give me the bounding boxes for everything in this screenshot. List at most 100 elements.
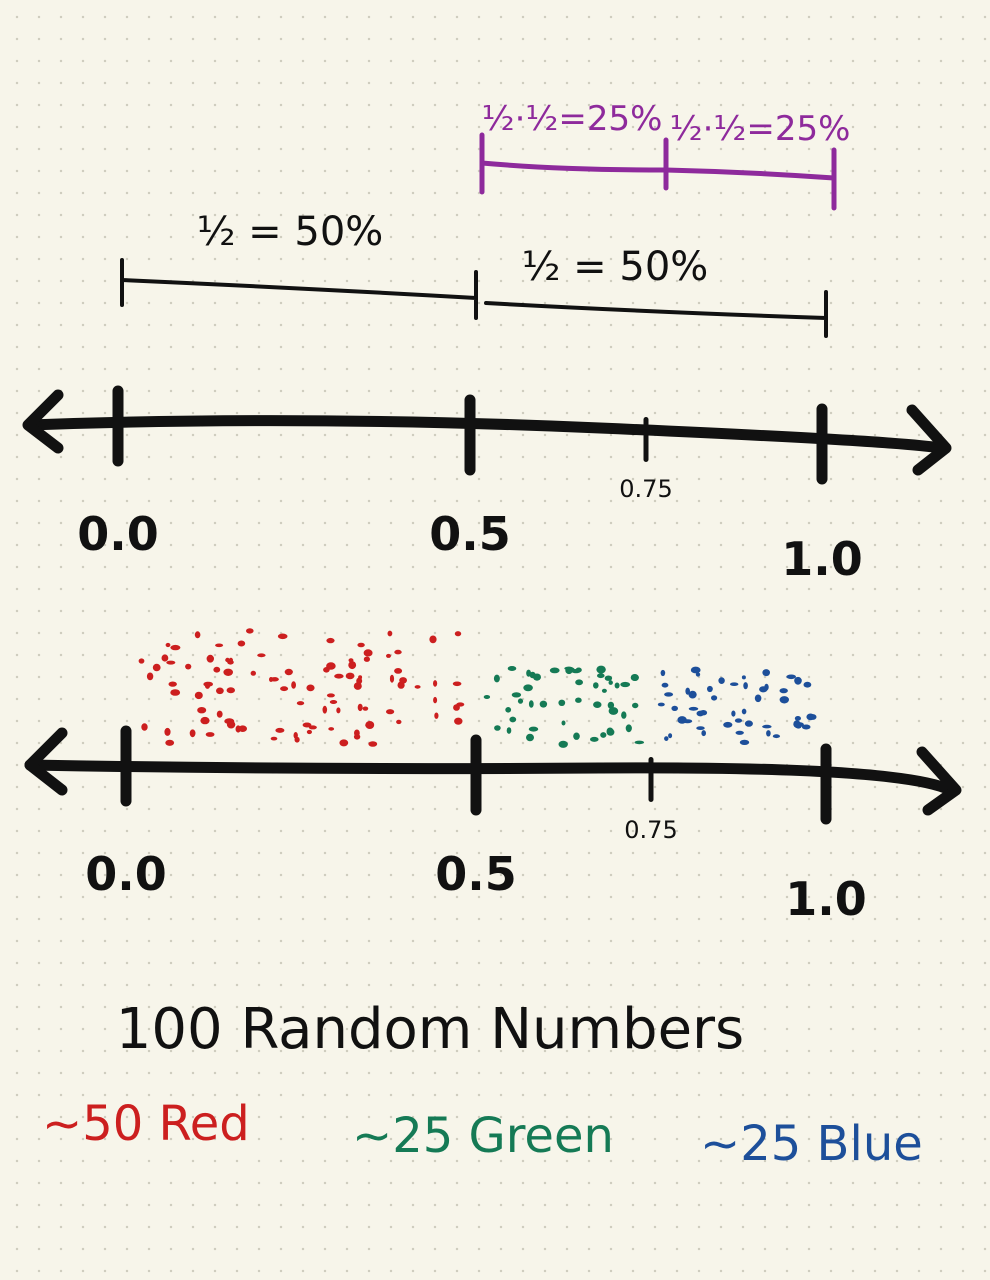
red-dot	[185, 663, 192, 670]
red-dot	[291, 681, 296, 689]
red-dot	[194, 691, 203, 700]
blue-dot	[762, 669, 770, 677]
red-dot	[146, 672, 154, 681]
green-dot	[614, 682, 620, 689]
green-dot	[483, 695, 491, 699]
red-dot	[429, 635, 437, 644]
red-dot	[394, 649, 402, 655]
red-dot	[306, 684, 315, 692]
top-number-line	[22, 389, 952, 476]
purple-brackets	[479, 132, 837, 211]
green-dot	[620, 681, 631, 688]
red-dot	[216, 710, 223, 718]
red-dot	[200, 716, 210, 725]
green-dot	[575, 697, 582, 703]
top-right-arrowhead	[906, 404, 952, 476]
red-dot	[454, 631, 462, 637]
blue-dot	[793, 720, 801, 728]
green-dot	[608, 707, 619, 715]
red-dot	[386, 709, 395, 715]
red-dot	[302, 722, 312, 728]
red-dot	[396, 719, 402, 725]
blue-dot	[688, 690, 697, 699]
black-bracket-left	[120, 258, 478, 320]
red-dot	[238, 725, 247, 732]
red-dot	[164, 727, 171, 736]
green-dot	[608, 680, 613, 685]
red-dot	[348, 661, 357, 670]
red-dot	[386, 653, 391, 658]
blue-dot	[671, 705, 678, 712]
red-dot	[257, 653, 266, 658]
green-dot	[549, 667, 560, 674]
top-tick-label-1: 0.5	[429, 507, 511, 561]
legend-green: ~25 Green	[352, 1108, 614, 1164]
green-dot	[528, 700, 534, 708]
green-dot	[528, 726, 539, 732]
blue-dot	[772, 734, 781, 739]
blue-dot	[801, 724, 811, 730]
red-dot	[387, 630, 393, 637]
green-dot	[568, 667, 575, 673]
blue-dot	[685, 687, 690, 695]
green-dot	[596, 665, 606, 674]
red-dot	[357, 703, 363, 712]
blue-dot	[744, 720, 753, 727]
red-dot	[246, 628, 254, 634]
green-dot	[630, 674, 639, 681]
green-dot	[526, 669, 531, 677]
red-dot	[277, 633, 288, 640]
red-dot	[226, 720, 236, 729]
purple-bracket-right-label: ½·½=25%	[670, 109, 851, 149]
black-bracket-right-label: ½ = 50%	[522, 244, 709, 290]
green-dot	[606, 728, 615, 736]
caption: 100 Random Numbers	[116, 997, 744, 1062]
blue-dot	[741, 708, 747, 715]
red-dot	[322, 705, 328, 714]
red-dot	[389, 674, 395, 683]
green-dot	[511, 692, 522, 698]
red-dot	[269, 677, 273, 682]
blue-dot	[735, 730, 744, 735]
red-dot	[216, 687, 224, 695]
blue-dot	[794, 676, 802, 685]
blue-dot	[696, 710, 705, 717]
blue-dot	[668, 733, 673, 739]
green-dot	[590, 736, 599, 742]
blue-dot	[718, 677, 725, 684]
red-dot	[165, 739, 175, 746]
red-dot	[358, 675, 363, 680]
red-dot	[226, 687, 235, 694]
legend-blue: ~25 Blue	[700, 1116, 923, 1172]
red-dot	[363, 656, 370, 662]
green-dot	[593, 701, 602, 708]
green-dot	[558, 699, 566, 706]
red-dot	[434, 712, 439, 719]
bottom-tick-label-2: 0.75	[624, 816, 677, 844]
red-dot	[273, 677, 278, 681]
red-dot	[206, 654, 214, 663]
red-dot	[138, 658, 145, 664]
blue-dot	[731, 710, 736, 717]
top-left-arrowhead	[22, 389, 64, 454]
green-dot	[632, 702, 639, 709]
blue-dot	[730, 682, 739, 686]
red-dot	[454, 717, 463, 725]
green-dot	[507, 666, 517, 671]
blue-dot	[809, 714, 817, 720]
blue-dot	[764, 683, 769, 691]
red-dot	[213, 666, 221, 673]
blue-dot	[766, 730, 771, 737]
blue-dot	[786, 674, 796, 680]
green-dot	[607, 701, 615, 709]
top-axis-line	[24, 415, 946, 454]
red-dot	[363, 649, 373, 657]
green-dot	[601, 688, 607, 693]
green-dot	[625, 724, 632, 733]
purple-bracket-left	[479, 132, 669, 195]
blue-dot	[661, 682, 669, 688]
red-dot	[280, 686, 289, 692]
blue-dot	[779, 688, 788, 694]
red-dot	[348, 658, 354, 663]
red-dot	[328, 727, 335, 731]
